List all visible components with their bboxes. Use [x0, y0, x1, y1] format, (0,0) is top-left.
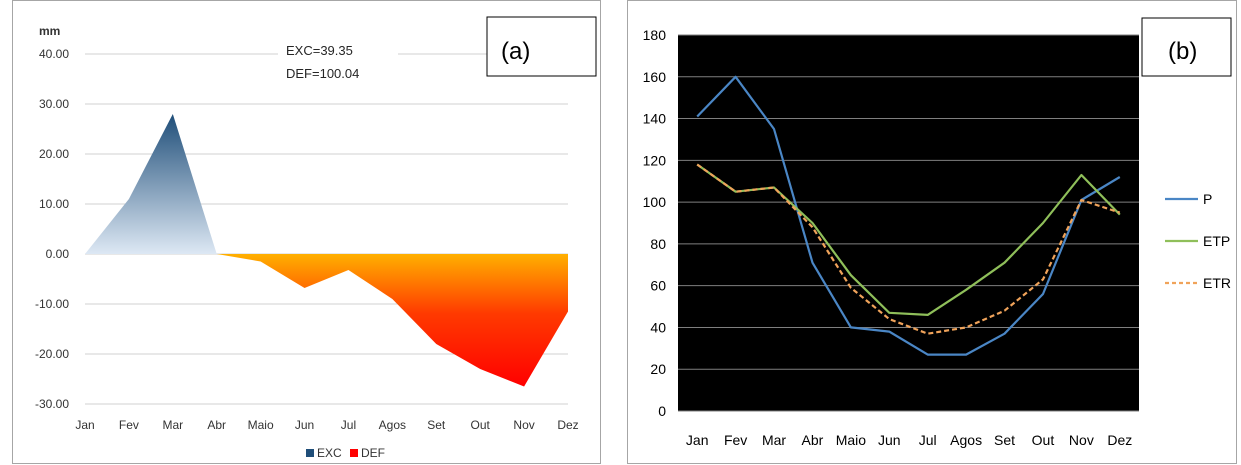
y-tick-label-a: 0.00	[46, 247, 70, 261]
y-tick-label-b: 160	[643, 69, 667, 85]
x-tick-label-a: Jul	[341, 418, 356, 432]
line-etr	[696, 163, 1121, 335]
annotation-box	[278, 34, 398, 88]
y-tick-label-b: 120	[643, 152, 667, 168]
legend-b: P ETP ETR	[1165, 191, 1231, 291]
y-tick-label-b: 180	[643, 27, 667, 43]
x-tick-label-a: Abr	[207, 418, 226, 432]
legend-label-def: DEF	[361, 446, 385, 460]
x-tick-label-b: Out	[1032, 432, 1055, 448]
x-tick-label-b: Jul	[919, 432, 937, 448]
y-tick-label-a: -10.00	[35, 297, 69, 311]
legend-label-exc: EXC	[317, 446, 342, 460]
y-tick-label-a: 40.00	[39, 47, 69, 61]
plot-area-b	[678, 35, 1139, 411]
x-tick-label-a: Dez	[557, 418, 578, 432]
x-tick-label-b: Dez	[1107, 432, 1132, 448]
x-tick-label-b: Maio	[836, 432, 867, 448]
panel-label-box-b	[1141, 17, 1232, 77]
exc-annotation: EXC=39.35	[286, 43, 353, 58]
legend-label-etp: ETP	[1203, 233, 1230, 249]
area-def	[85, 254, 568, 387]
legend-swatch-def	[350, 449, 358, 457]
x-tick-label-b: Agos	[950, 432, 982, 448]
x-tick-label-a: Nov	[513, 418, 534, 432]
y-tick-label-a: 30.00	[39, 97, 69, 111]
y-tick-label-b: 80	[650, 236, 666, 252]
x-tick-label-b: Set	[994, 432, 1015, 448]
legend-label-etr: ETR	[1203, 275, 1231, 291]
y-axis-unit-label: mm	[39, 24, 60, 38]
line-etp	[696, 163, 1121, 316]
chart-panel-b: 180 160 140 120 100 80 60 40 20 0 Jan Fev Mar Abr Mai…	[627, 0, 1237, 464]
y-tick-label-b: 60	[650, 278, 666, 294]
y-tick-label-b: 140	[643, 111, 667, 127]
panel-label-b: (b)	[1168, 38, 1197, 65]
x-tick-label-a: Agos	[379, 418, 406, 432]
y-tick-label-a: -20.00	[35, 347, 69, 361]
y-tick-label-b: 20	[650, 361, 666, 377]
x-tick-label-b: Abr	[802, 432, 824, 448]
y-tick-label-a: -30.00	[35, 397, 69, 411]
x-tick-label-b: Fev	[724, 432, 747, 448]
legend-swatch-exc	[306, 449, 314, 457]
y-tick-label-a: 20.00	[39, 147, 69, 161]
x-tick-label-b: Jan	[686, 432, 709, 448]
legend-label-p: P	[1203, 191, 1212, 207]
x-tick-label-a: Set	[427, 418, 446, 432]
panel-label-a: (a)	[501, 38, 530, 65]
chart-a-svg: 40.00 30.00 20.00 10.00 0.00 -10.00 -20.00 -30.…	[35, 16, 597, 460]
line-p	[696, 75, 1121, 356]
x-tick-label-a: Mar	[162, 418, 183, 432]
y-tick-label-b: 100	[643, 194, 667, 210]
chart-b-svg: 180 160 140 120 100 80 60 40 20 0 Jan Fev Mar Abr Mai…	[643, 17, 1232, 448]
y-tick-label-a: 10.00	[39, 197, 69, 211]
x-tick-label-a: Out	[471, 418, 491, 432]
x-tick-label-b: Mar	[762, 432, 786, 448]
y-tick-label-b: 0	[658, 403, 666, 419]
x-tick-label-a: Jan	[75, 418, 94, 432]
y-tick-label-b: 40	[650, 319, 666, 335]
def-annotation: DEF=100.04	[286, 66, 359, 81]
x-tick-label-b: Jun	[878, 432, 901, 448]
x-tick-label-b: Nov	[1069, 432, 1094, 448]
area-exc	[85, 114, 568, 254]
x-tick-label-a: Maio	[248, 418, 274, 432]
chart-panel-a: 40.00 30.00 20.00 10.00 0.00 -10.00 -20.00 -30.…	[12, 0, 601, 464]
x-tick-label-a: Fev	[119, 418, 139, 432]
legend-a: EXC DEF	[306, 446, 385, 460]
panel-label-box-a	[486, 16, 597, 77]
x-tick-label-a: Jun	[295, 418, 314, 432]
